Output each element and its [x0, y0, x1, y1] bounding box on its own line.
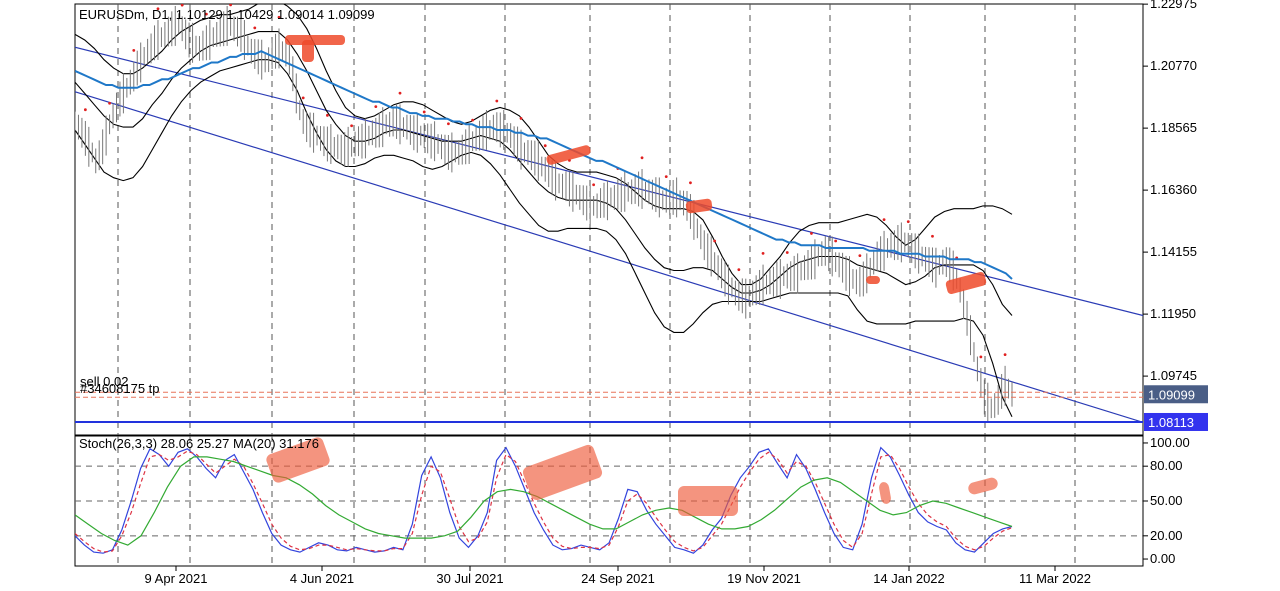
- price-tick-label-1: 1.20770: [1150, 58, 1197, 73]
- time-tick-label-6: 11 Mar 2022: [1019, 571, 1091, 586]
- fractal-mark: [810, 232, 813, 235]
- fractal-mark: [180, 4, 184, 7]
- fractal-mark: [83, 108, 87, 112]
- price-tick-label-2: 1.18565: [1150, 120, 1197, 135]
- highlight-marks: [285, 35, 987, 295]
- fractal-mark: [422, 110, 426, 114]
- time-tick-label-0: 9 Apr 2021: [145, 571, 208, 586]
- fractal-mark: [277, 15, 281, 19]
- fractal-mark: [592, 183, 596, 187]
- level-badge-label-1: 1.08113: [1148, 415, 1194, 430]
- level-badge-bg-0: [1144, 385, 1208, 404]
- price-axis: 1.22975 1.20770 1.18565 1.16360 1.14155 1.119…: [1143, 0, 1197, 383]
- highlight-mark-4: [866, 276, 880, 284]
- time-tick-label-3: 24 Sep 2021: [581, 571, 655, 586]
- fractal-mark: [229, 4, 232, 7]
- fractal-mark: [713, 239, 717, 243]
- stoch-title: Stoch(26,3,3) 28.06 25.27 MA(20) 31.176: [79, 436, 319, 451]
- stoch-tick-label-1: 80.00: [1150, 458, 1183, 473]
- moving-average-line: [75, 50, 1013, 280]
- fractal-mark: [931, 234, 934, 238]
- channel-upper: [75, 46, 1143, 317]
- highlight-mark-5: [945, 271, 987, 295]
- highlight-mark-3: [685, 198, 713, 214]
- bollinger-bands: [75, 4, 1013, 417]
- stoch-k: [75, 446, 1013, 554]
- price-tick-label-5: 1.11950: [1150, 306, 1196, 321]
- stoch-levels: [75, 465, 1143, 537]
- fractal-mark: [495, 99, 499, 103]
- fractal-mark: [447, 122, 450, 126]
- stoch-highlight-mark-4: [968, 477, 998, 495]
- stoch-highlight-mark-2: [678, 486, 738, 516]
- price-tick-label-0: 1.22975: [1150, 0, 1197, 11]
- fractal-mark: [156, 7, 160, 11]
- fractal-mark: [785, 251, 789, 254]
- stoch-d: [75, 450, 1013, 553]
- time-axis: 9 Apr 2021 4 Jun 2021 30 Jul 2021 24 Sep 20…: [145, 566, 1091, 586]
- stoch-tick-label-4: 0.00: [1150, 551, 1175, 566]
- fractal-mark: [640, 156, 644, 160]
- fractal-mark: [398, 91, 402, 95]
- fractal-mark: [858, 254, 862, 258]
- fractal-mark: [108, 101, 111, 105]
- main-title: EURUSDm, D1, 1.10129 1.10429 1.09014 1.0…: [79, 7, 375, 22]
- order-annotation-tp: #34608175 tp: [80, 381, 160, 396]
- time-tick-label-2: 30 Jul 2021: [436, 571, 503, 586]
- time-tick-label-1: 4 Jun 2021: [290, 571, 354, 586]
- bollinger-mid: [75, 31, 1013, 316]
- fractal-mark: [253, 26, 257, 30]
- highlight-mark-2: [546, 145, 591, 165]
- channel-lower: [75, 91, 1143, 423]
- stoch-highlight-marks: [266, 437, 998, 516]
- time-tick-label-5: 14 Jan 2022: [873, 571, 945, 586]
- stoch-tick-label-3: 20.00: [1150, 528, 1183, 543]
- fractal-mark: [689, 181, 692, 185]
- fractal-mark: [326, 113, 329, 117]
- stoch-signal_ma: [75, 456, 1013, 546]
- highlight-mark-0: [285, 35, 345, 45]
- price-bars: [75, 4, 1013, 423]
- price-levels: [75, 391, 1143, 423]
- fractal-mark: [543, 144, 547, 148]
- order-annotation-sell: sell 0.02: [80, 374, 128, 389]
- stoch-highlight-mark-0: [266, 437, 330, 483]
- stoch-highlight-mark-3: [879, 482, 891, 504]
- stoch-tick-label-2: 50.00: [1150, 493, 1183, 508]
- level-badges: 1.09099 1.08113: [1144, 385, 1208, 431]
- price-tick-label-3: 1.16360: [1150, 182, 1197, 197]
- fractal-mark: [471, 118, 475, 122]
- fractal-mark: [979, 355, 983, 359]
- fractal-mark: [204, 12, 208, 16]
- fractal-mark: [132, 48, 136, 52]
- level-badge-label-0: 1.09099: [1148, 387, 1195, 402]
- fractal-mark: [374, 105, 378, 109]
- highlight-mark-1: [302, 40, 314, 62]
- fractal-mark: [301, 96, 305, 100]
- fractal-mark: [350, 124, 354, 128]
- price-tick-label-4: 1.14155: [1150, 244, 1197, 259]
- stoch-axis: 100.00 80.00 50.00 20.00 0.00: [1143, 435, 1190, 566]
- level-badge-bg-1: [1144, 412, 1208, 431]
- vertical-grid: [117, 4, 1076, 566]
- trend-channel: [75, 46, 1143, 423]
- bollinger-upper: [75, 4, 1013, 286]
- main-pane-frame: [74, 3, 1144, 436]
- fractal-mark: [906, 220, 910, 224]
- fractal-mark: [519, 117, 523, 120]
- fractal-mark: [1003, 353, 1007, 356]
- stoch-tick-label-0: 100.00: [1150, 435, 1190, 450]
- stoch-lines: [75, 446, 1013, 554]
- fractal-mark: [834, 239, 838, 243]
- fractal-mark: [882, 218, 886, 222]
- time-tick-label-4: 19 Nov 2021: [727, 571, 801, 586]
- fractal-mark: [761, 251, 765, 255]
- bollinger-lower: [75, 59, 1013, 417]
- moving-average: [75, 50, 1013, 280]
- price-tick-label-6: 1.09745: [1150, 368, 1197, 383]
- fractal-mark: [664, 175, 668, 179]
- fractal-mark: [737, 268, 741, 272]
- stoch-highlight-mark-1: [522, 444, 603, 501]
